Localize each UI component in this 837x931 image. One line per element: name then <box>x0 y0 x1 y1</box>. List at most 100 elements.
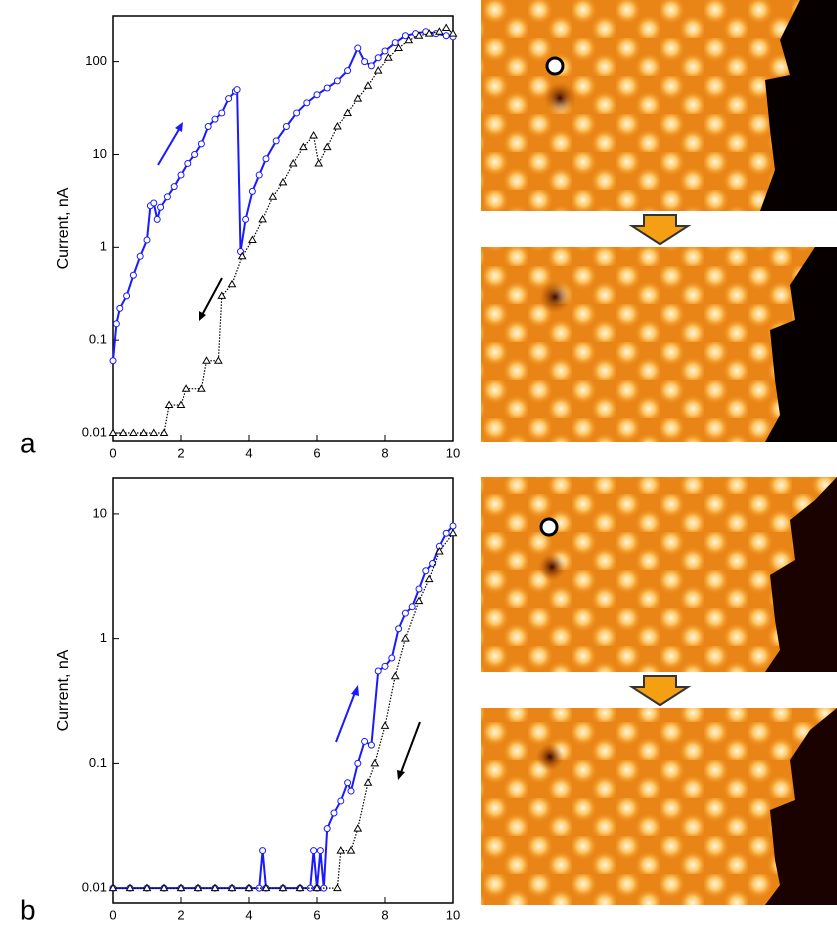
data-point <box>255 171 263 179</box>
data-point <box>197 384 206 392</box>
data-point <box>157 203 165 211</box>
data-point <box>414 596 424 605</box>
transition-arrow <box>628 675 692 707</box>
data-point <box>109 357 117 365</box>
data-point <box>123 292 131 300</box>
data-point <box>408 603 416 611</box>
data-point <box>415 585 423 593</box>
stm-image <box>481 0 837 211</box>
data-point <box>272 137 280 145</box>
data-point <box>261 883 271 892</box>
data-point <box>159 428 169 436</box>
data-point <box>414 31 424 39</box>
data-point <box>191 150 199 158</box>
data-point <box>442 32 450 40</box>
data-point <box>354 759 362 767</box>
data-point <box>367 741 375 749</box>
x-tick-label: 2 <box>177 445 184 460</box>
plot-frame <box>112 15 454 442</box>
data-point <box>395 625 403 633</box>
data-point <box>244 883 254 892</box>
data-point <box>370 758 380 767</box>
data-point <box>441 23 451 32</box>
data-point <box>381 47 389 55</box>
data-point <box>363 778 373 786</box>
data-point <box>181 384 191 392</box>
data-point <box>448 29 458 37</box>
data-point <box>363 81 373 89</box>
data-point <box>344 67 352 75</box>
data-point <box>312 883 322 892</box>
stm-images <box>481 0 837 905</box>
data-point <box>153 215 161 223</box>
data-point <box>323 84 331 92</box>
data-point <box>227 279 237 288</box>
data-point <box>330 809 338 817</box>
data-point <box>142 883 152 892</box>
data-point <box>255 884 263 892</box>
data-point <box>401 634 410 642</box>
data-point <box>233 86 241 94</box>
x-tick-label: 8 <box>381 907 388 922</box>
series-line <box>113 525 454 890</box>
data-point <box>322 142 332 151</box>
sweep-arrows <box>157 122 421 780</box>
data-point <box>381 662 389 670</box>
y-tick-label: 0.01 <box>82 424 107 439</box>
data-point <box>112 320 120 328</box>
data-point <box>336 846 346 854</box>
data-point <box>237 251 247 260</box>
y-tick-label: 100 <box>85 53 107 68</box>
series-line <box>113 532 454 889</box>
data-point <box>388 654 396 662</box>
data-point <box>211 115 219 123</box>
data-point <box>424 29 434 37</box>
data-point <box>354 44 362 52</box>
data-point <box>333 883 342 892</box>
data-point <box>259 847 267 855</box>
data-point <box>282 123 290 131</box>
data-point <box>380 721 390 729</box>
data-point <box>176 883 186 892</box>
data-point <box>347 787 355 795</box>
data-point <box>125 883 135 892</box>
data-point <box>227 883 237 892</box>
data-point <box>323 825 331 833</box>
data-point <box>262 155 270 163</box>
data-point <box>116 304 124 312</box>
data-point <box>374 667 382 675</box>
data-point <box>202 356 211 364</box>
data-point <box>218 109 226 117</box>
panel-label: a <box>20 427 36 458</box>
y-tick-label: 10 <box>93 505 107 520</box>
data-point <box>193 883 203 892</box>
x-tick-label: 8 <box>381 445 388 460</box>
x-tick-label: 10 <box>446 445 460 460</box>
data-point <box>258 214 267 223</box>
data-point <box>435 27 444 35</box>
data-point <box>268 192 278 200</box>
data-point <box>129 271 137 279</box>
data-point <box>197 140 205 148</box>
data-point <box>391 39 399 47</box>
data-point <box>150 199 158 207</box>
data-point <box>422 567 430 575</box>
data-point <box>288 158 298 167</box>
data-point <box>143 236 151 244</box>
y-tick-label: 1 <box>100 630 107 645</box>
data-point <box>346 846 356 854</box>
data-point <box>108 883 118 892</box>
data-point <box>435 546 444 555</box>
data-point <box>118 428 128 436</box>
x-tick-label: 6 <box>313 445 320 460</box>
data-point <box>367 62 375 70</box>
data-point <box>309 131 318 139</box>
data-point <box>313 91 321 99</box>
stm-image <box>481 247 837 442</box>
data-point <box>404 35 414 44</box>
y-axis-label: Current, nA <box>55 649 72 731</box>
x-tick-label: 4 <box>245 907 252 922</box>
data-point <box>353 824 363 832</box>
x-tick-label: 0 <box>109 445 116 460</box>
stm-image <box>481 708 837 905</box>
